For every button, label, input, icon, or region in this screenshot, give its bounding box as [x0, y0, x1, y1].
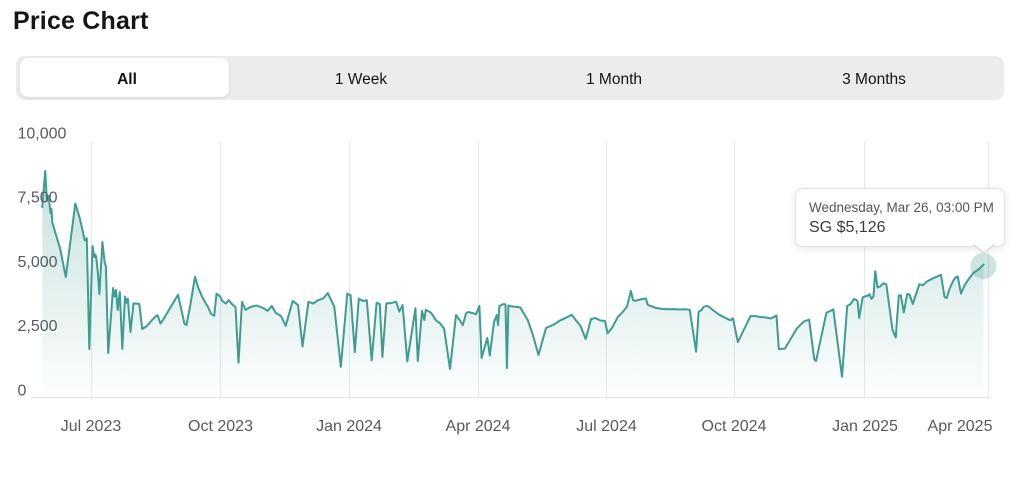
svg-text:Apr 2024: Apr 2024 — [446, 418, 511, 435]
svg-text:Jan 2025: Jan 2025 — [832, 418, 898, 435]
svg-text:5,000: 5,000 — [18, 254, 58, 271]
svg-text:2,500: 2,500 — [18, 318, 58, 335]
svg-text:Apr 2025: Apr 2025 — [928, 418, 993, 435]
svg-text:Oct 2023: Oct 2023 — [188, 418, 253, 435]
svg-text:10,000: 10,000 — [18, 125, 67, 142]
svg-text:Oct 2024: Oct 2024 — [702, 418, 767, 435]
svg-text:Jul 2024: Jul 2024 — [576, 418, 637, 435]
svg-text:7,500: 7,500 — [18, 189, 58, 206]
svg-text:Jan 2024: Jan 2024 — [316, 418, 382, 435]
svg-text:0: 0 — [18, 382, 27, 399]
svg-text:Jul 2023: Jul 2023 — [61, 418, 122, 435]
